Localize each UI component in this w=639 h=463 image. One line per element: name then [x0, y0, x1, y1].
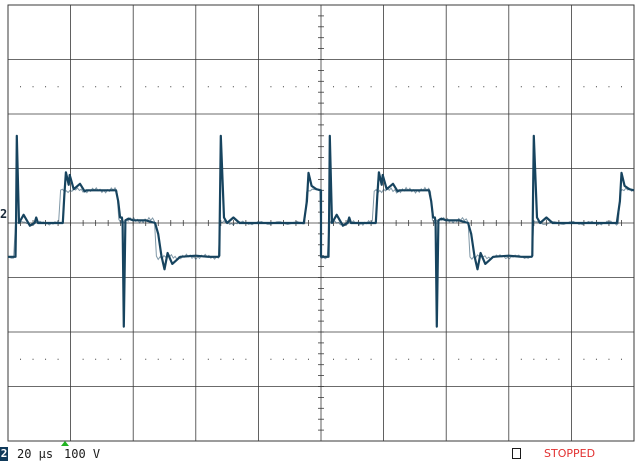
graticule-dot — [545, 358, 547, 360]
graticule-dot — [245, 86, 247, 88]
graticule-dot — [470, 86, 472, 88]
graticule-dot — [245, 358, 247, 360]
graticule-dot — [358, 358, 360, 360]
graticule-dot — [20, 358, 22, 360]
graticule-dot — [82, 86, 84, 88]
graticule-dot — [145, 86, 147, 88]
graticule-dot — [345, 86, 347, 88]
graticule-dot — [170, 358, 172, 360]
run-state-label: STOPPED — [544, 447, 596, 460]
graticule-dot — [533, 358, 535, 360]
graticule-dot — [182, 86, 184, 88]
graticule-dot — [583, 358, 585, 360]
graticule-dot — [57, 358, 59, 360]
graticule-dot — [207, 358, 209, 360]
graticule-dot — [595, 86, 597, 88]
graticule-dot — [145, 358, 147, 360]
graticule-dot — [295, 86, 297, 88]
graticule-dot — [433, 358, 435, 360]
graticule-dot — [420, 358, 422, 360]
graticule-dot — [107, 358, 109, 360]
graticule-dot — [282, 358, 284, 360]
graticule-dot — [433, 86, 435, 88]
trigger-position-marker — [61, 441, 69, 446]
graticule-dot — [345, 358, 347, 360]
graticule-dot — [170, 86, 172, 88]
graticule-dot — [282, 86, 284, 88]
graticule-dot — [95, 86, 97, 88]
graticule-dot — [370, 86, 372, 88]
graticule-dot — [608, 86, 610, 88]
graticule-dot — [120, 86, 122, 88]
graticule-dot — [20, 86, 22, 88]
graticule-dot — [595, 358, 597, 360]
graticule-dot — [458, 358, 460, 360]
graticule-dot — [82, 358, 84, 360]
graticule-dot — [558, 358, 560, 360]
acquisition-state-icon — [512, 448, 521, 459]
graticule-dot — [220, 86, 222, 88]
graticule-dot — [395, 86, 397, 88]
waveform-noise — [7, 186, 634, 261]
graticule-dot — [620, 86, 622, 88]
graticule-dot — [470, 358, 472, 360]
graticule-dot — [220, 358, 222, 360]
graticule-dot — [533, 86, 535, 88]
graticule-dot — [270, 358, 272, 360]
graticule-dot — [483, 358, 485, 360]
graticule-dot — [608, 358, 610, 360]
graticule-dot — [32, 358, 34, 360]
graticule-dot — [57, 86, 59, 88]
graticule-dot — [520, 358, 522, 360]
graticule-dot — [520, 86, 522, 88]
graticule-dot — [45, 86, 47, 88]
graticule-dot — [157, 358, 159, 360]
channel-indicator: 2 — [0, 447, 8, 461]
graticule-dot — [420, 86, 422, 88]
graticule-dot — [307, 86, 309, 88]
channel-ground-marker: 2 — [0, 207, 7, 221]
graticule-dot — [620, 358, 622, 360]
graticule-dot — [207, 86, 209, 88]
timebase-readout: 20 μs — [17, 447, 54, 461]
graticule-dot — [370, 358, 372, 360]
graticule-dot — [270, 86, 272, 88]
graticule-dot — [182, 358, 184, 360]
graticule-dot — [395, 358, 397, 360]
graticule-dot — [495, 358, 497, 360]
graticule-dot — [107, 86, 109, 88]
graticule-dot — [45, 358, 47, 360]
graticule-dot — [295, 358, 297, 360]
graticule-dot — [458, 86, 460, 88]
graticule-dot — [95, 358, 97, 360]
graticule-dot — [157, 86, 159, 88]
graticule-dot — [232, 358, 234, 360]
graticule-dot — [408, 358, 410, 360]
volts-per-div-readout: 100 V — [64, 447, 101, 461]
graticule-dot — [358, 86, 360, 88]
graticule-dot — [307, 358, 309, 360]
graticule-dot — [333, 86, 335, 88]
graticule-dot — [495, 86, 497, 88]
graticule-dot — [120, 358, 122, 360]
graticule-dot — [408, 86, 410, 88]
graticule-dot — [545, 86, 547, 88]
graticule-dot — [333, 358, 335, 360]
graticule-dot — [558, 86, 560, 88]
graticule-dot — [483, 86, 485, 88]
graticule-dot — [583, 86, 585, 88]
graticule-dot — [232, 86, 234, 88]
graticule-dot — [32, 86, 34, 88]
